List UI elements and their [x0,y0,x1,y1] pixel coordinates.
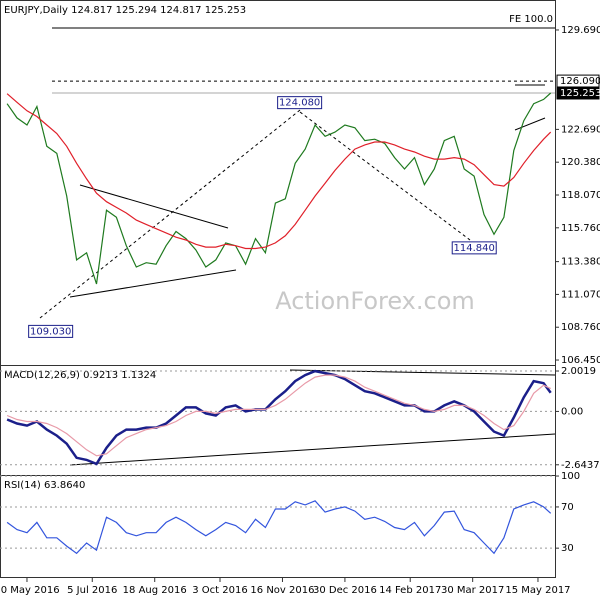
y-tick-label: 113.380 [561,257,600,268]
level-label: 126.090 [560,76,600,87]
y-tick-label: 100 [561,471,580,482]
x-tick-label: 30 Dec 2016 [313,585,377,596]
x-tick-label: 20 May 2016 [0,585,60,596]
y-tick-label: 129.690 [561,25,600,36]
series-line [6,374,551,457]
annotation-box [28,324,74,338]
panel-title: MACD(12,26,9) 0.9213 1.1324 [4,370,156,381]
y-tick-label: 111.070 [561,289,600,300]
x-tick-label: 5 Jul 2016 [67,585,117,596]
y-tick-label: 0.00 [561,406,583,417]
series-line [6,92,552,285]
y-tick-label: 70 [561,502,574,513]
x-tick-label: 16 Nov 2016 [250,585,314,596]
annotation-label: 109.030 [30,326,71,337]
x-tick-label: 14 Feb 2017 [379,585,441,596]
panel-frame [0,475,556,578]
y-tick-label: 115.760 [561,223,600,234]
trend-lines [39,84,556,466]
y-tick-label: 108.760 [561,322,600,333]
x-tick-label: 3 Oct 2016 [192,585,247,596]
panel-title: EURJPY,Daily 124.817 125.294 124.817 125… [4,5,246,16]
series-line [6,369,552,466]
annotation-box [277,96,323,110]
y-tick-label: -2.6437 [561,460,600,471]
y-tick-label: 2.0019 [561,366,596,377]
x-tick-label: 18 Aug 2016 [123,585,187,596]
level-label: 125.253 [560,88,600,99]
series-line [6,93,552,250]
x-tick-label: 30 Mar 2017 [441,585,504,596]
y-tick-label: 30 [561,543,574,554]
y-tick-label: 106.450 [561,355,600,366]
annotation-label: 114.840 [454,243,495,254]
y-tick-label: 120.380 [561,157,600,168]
y-tick-label: 122.690 [561,124,600,135]
level-box [556,86,600,100]
panel-title: RSI(14) 63.8640 [4,480,85,491]
series-line [6,500,552,555]
watermark: ActionForex.com [275,287,475,315]
annotation-label: 124.080 [279,98,320,109]
level-label: FE 100.0 [509,14,553,25]
y-tick-label: 118.070 [561,190,600,201]
x-tick-label: 15 May 2017 [505,585,570,596]
annotation-box [451,241,497,255]
